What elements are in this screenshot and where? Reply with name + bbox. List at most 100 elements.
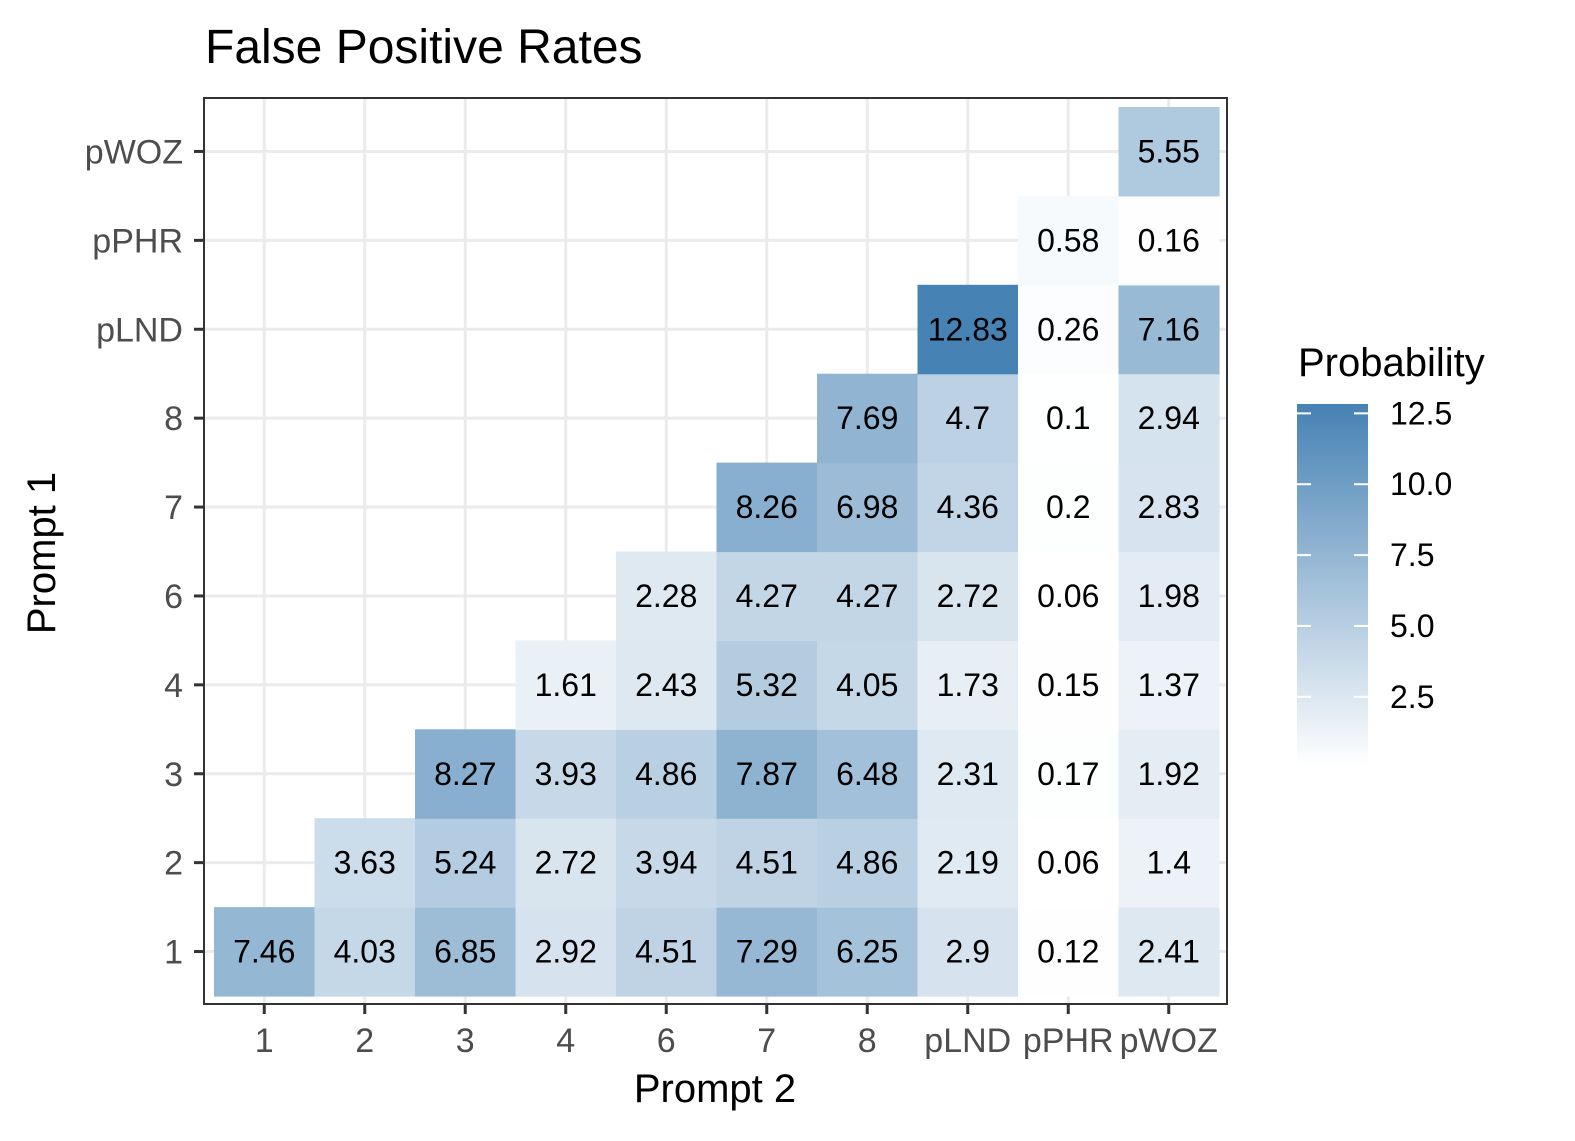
heatmap-cell	[1118, 284, 1220, 375]
x-tick-label: pPHR	[1023, 1022, 1114, 1060]
x-axis: 1 2 3 4 6 7 8 pLND pPHR pWOZ	[255, 1004, 1218, 1060]
heatmap-cell	[817, 818, 919, 908]
heatmap-cell	[1118, 107, 1220, 197]
heatmap-cell	[515, 818, 617, 908]
cell-value-label: 2.43	[635, 667, 697, 703]
cell-value-label: 2.28	[635, 578, 697, 614]
cell-value-label: 2.94	[1138, 400, 1200, 436]
y-tick-label: 6	[164, 578, 183, 616]
cell-value-label: 0.26	[1037, 311, 1099, 347]
heatmap-cell	[1018, 284, 1120, 375]
cell-value-label: 1.61	[535, 667, 597, 703]
heatmap-cell	[817, 551, 919, 641]
x-tick-label: pLND	[924, 1022, 1011, 1060]
cell-value-label: 4.03	[334, 934, 396, 970]
heatmap-cell	[716, 551, 818, 641]
heatmap-cell	[515, 907, 617, 997]
heatmap-cell	[1018, 551, 1120, 641]
panel-border	[203, 97, 1228, 1005]
cell-value-labels: 7.46 4.03 6.85 2.92 4.51 7.29 6.25 2.9 0.12 2.41 3…	[233, 133, 1200, 969]
cell-value-label: 4.05	[836, 667, 898, 703]
cell-value-label: 6.85	[434, 934, 496, 970]
cell-value-label: 7.69	[836, 400, 898, 436]
cell-value-label: 2.9	[946, 934, 990, 970]
heatmap-cell	[616, 818, 718, 908]
y-tick-label: 8	[164, 400, 183, 438]
cell-value-label: 7.87	[736, 756, 798, 792]
heatmap-cell	[917, 373, 1019, 464]
heatmap-cell	[1118, 729, 1220, 819]
cell-value-label: 4.27	[736, 578, 798, 614]
heatmap-cell	[917, 818, 1019, 908]
cell-value-label: 2.83	[1138, 489, 1200, 525]
heatmap-cell	[716, 818, 818, 908]
heatmap-cell	[314, 818, 416, 908]
cell-value-label: 0.17	[1037, 756, 1099, 792]
cell-value-label: 2.41	[1138, 934, 1200, 970]
heatmap-cell	[817, 729, 919, 819]
heatmap-cell	[415, 907, 517, 997]
legend-color-bar	[1297, 404, 1368, 766]
cell-value-label: 3.63	[334, 845, 396, 881]
heatmap-cell	[314, 907, 416, 997]
heatmap-cell	[716, 640, 818, 730]
cell-value-label: 1.37	[1138, 667, 1200, 703]
heatmap-cell	[716, 729, 818, 819]
heatmap-cell	[917, 551, 1019, 641]
x-tick-label: 3	[456, 1022, 475, 1060]
cell-value-label: 0.58	[1037, 222, 1099, 258]
cell-value-label: 8.27	[434, 756, 496, 792]
x-tick-label: 6	[657, 1022, 676, 1060]
heatmap-cell	[917, 284, 1019, 375]
cell-value-label: 1.73	[937, 667, 999, 703]
heatmap-cell	[1018, 373, 1120, 464]
heatmap-cell	[917, 640, 1019, 730]
cell-value-label: 5.24	[434, 845, 496, 881]
cell-value-label: 1.92	[1138, 756, 1200, 792]
legend-title: Probability	[1298, 341, 1485, 385]
cell-value-label: 4.86	[635, 756, 697, 792]
heatmap-cell	[515, 640, 617, 730]
y-tick-label: 1	[164, 934, 183, 972]
cell-value-label: 0.06	[1037, 578, 1099, 614]
cell-value-label: 7.46	[233, 934, 295, 970]
cell-value-label: 7.29	[736, 934, 798, 970]
heatmap-cell	[1118, 818, 1220, 908]
heatmap-cell	[1018, 195, 1120, 286]
heatmap-cell	[1118, 551, 1220, 641]
heatmap-cell	[515, 729, 617, 819]
cell-value-label: 3.93	[535, 756, 597, 792]
cell-value-label: 6.98	[836, 489, 898, 525]
cell-value-label: 7.16	[1138, 311, 1200, 347]
heatmap-cell	[817, 373, 919, 464]
cell-value-label: 5.32	[736, 667, 798, 703]
x-tick-label: 1	[255, 1022, 274, 1060]
cell-value-label: 4.27	[836, 578, 898, 614]
heatmap-cell	[1118, 195, 1220, 286]
y-tick-label: pPHR	[92, 222, 183, 260]
heatmap-cell	[415, 729, 517, 819]
cell-value-label: 0.2	[1046, 489, 1090, 525]
cell-value-label: 4.51	[736, 845, 798, 881]
cell-value-label: 4.7	[946, 400, 990, 436]
heatmap-cell	[817, 640, 919, 730]
cell-value-label: 2.31	[937, 756, 999, 792]
heatmap-cell	[415, 818, 517, 908]
x-axis-title: Prompt 2	[634, 1067, 796, 1111]
heatmap-cell	[214, 907, 316, 997]
cell-value-label: 0.15	[1037, 667, 1099, 703]
heatmap-cell	[1018, 462, 1120, 553]
x-tick-label: 4	[556, 1022, 575, 1060]
y-axis-title: Prompt 1	[20, 472, 64, 634]
heatmap-cell	[917, 729, 1019, 819]
cell-value-label: 0.1	[1046, 400, 1090, 436]
y-tick-label: 3	[164, 756, 183, 794]
x-tick-label: 2	[355, 1022, 374, 1060]
heatmap-cell	[1118, 373, 1220, 464]
heatmap-cell	[1018, 818, 1120, 908]
heatmap-cell	[1118, 640, 1220, 730]
heatmap-cell	[616, 907, 718, 997]
heatmap-cells	[214, 107, 1220, 997]
legend-tick-label: 2.5	[1390, 679, 1434, 715]
